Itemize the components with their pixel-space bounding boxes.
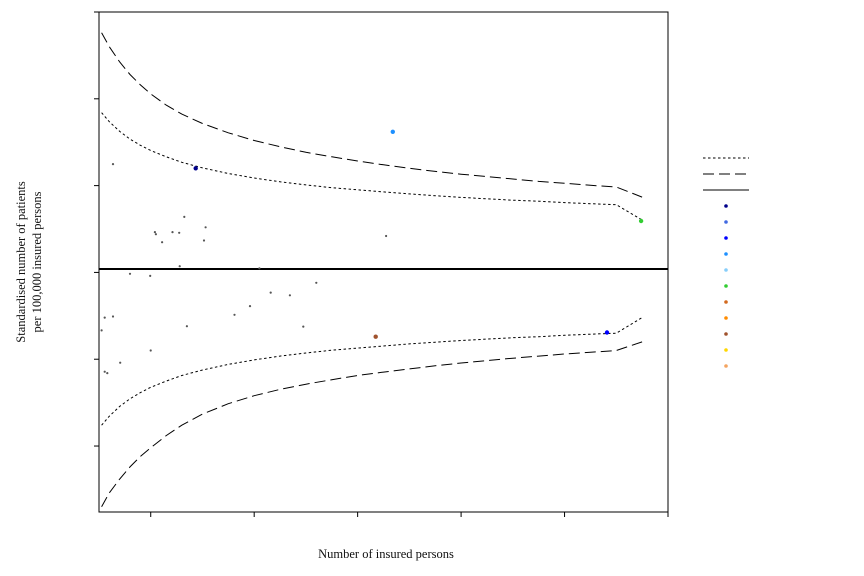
data-point xyxy=(103,370,106,373)
y-axis-title-line-1: Standardised number of patients xyxy=(14,181,28,343)
data-point xyxy=(106,372,109,375)
ci-997-lower xyxy=(101,341,643,508)
data-point xyxy=(178,231,181,234)
data-point xyxy=(149,274,152,277)
ci-95-lower xyxy=(101,317,643,426)
y-axis xyxy=(94,11,99,447)
y-axis-title-line-2: per 100,000 insured persons xyxy=(30,191,44,332)
data-point xyxy=(154,233,157,236)
legend-marker xyxy=(724,348,728,352)
legend-marker xyxy=(724,236,728,240)
confidence-bands xyxy=(101,32,643,508)
data-point xyxy=(183,215,186,218)
data-point xyxy=(161,241,164,244)
data-point xyxy=(178,265,181,268)
x-axis-title: Number of insured persons xyxy=(318,547,454,561)
data-point xyxy=(149,349,152,352)
legend-marker xyxy=(724,316,728,320)
legend-marker xyxy=(724,268,728,272)
data-point xyxy=(269,291,272,294)
legend-marker xyxy=(724,204,728,208)
ci-997-upper xyxy=(101,32,643,198)
data-point-gent-eeklo xyxy=(390,129,395,134)
data-point xyxy=(315,281,318,284)
data-point xyxy=(171,231,174,234)
legend-marker xyxy=(724,252,728,256)
plot-frame xyxy=(98,11,669,513)
data-point xyxy=(258,267,261,270)
legend-marker xyxy=(724,284,728,288)
data-point xyxy=(248,305,252,308)
data-point-brussels xyxy=(638,218,644,224)
data-point xyxy=(233,313,236,316)
ci-95-upper xyxy=(101,112,643,221)
data-point xyxy=(103,316,106,319)
data-point xyxy=(185,325,188,328)
legend-marker xyxy=(724,364,728,368)
legend-marker xyxy=(724,300,728,304)
data-point xyxy=(111,315,115,318)
x-axis xyxy=(150,512,669,517)
data-points xyxy=(100,129,644,375)
data-point xyxy=(302,325,305,328)
data-point-li-ge xyxy=(373,334,378,339)
data-point xyxy=(385,234,388,238)
data-point-brugge xyxy=(193,166,198,171)
data-point xyxy=(100,329,103,332)
legend-marker xyxy=(724,220,728,224)
data-point-antwerpen xyxy=(604,330,610,335)
data-point xyxy=(288,294,291,297)
data-point xyxy=(153,231,156,234)
legend xyxy=(703,157,749,368)
data-point xyxy=(204,226,207,229)
data-point xyxy=(202,239,206,242)
data-point xyxy=(111,163,115,166)
data-point xyxy=(128,272,132,275)
legend-marker xyxy=(724,332,728,336)
data-point xyxy=(119,361,122,364)
